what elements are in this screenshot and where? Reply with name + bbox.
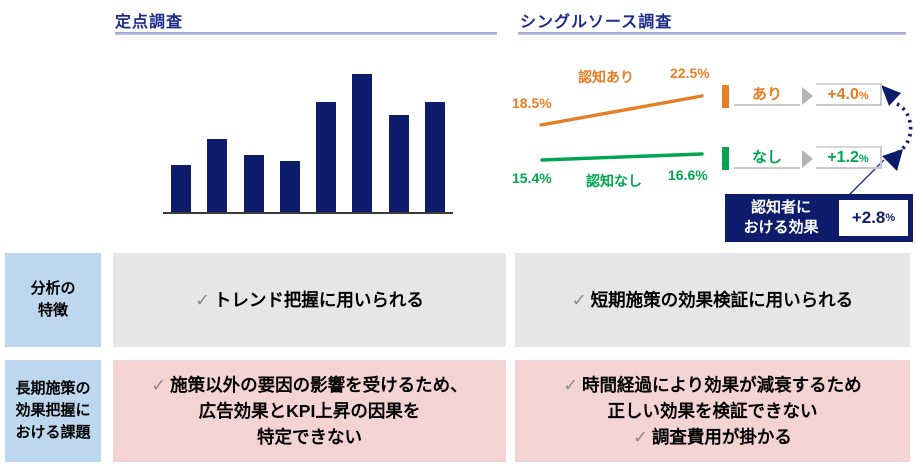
aware-start-value: 18.5% xyxy=(512,95,552,111)
row-label-line: 特徴 xyxy=(37,302,68,319)
aware-tick-marker xyxy=(722,85,729,108)
trend-bar xyxy=(424,102,445,212)
cell-line: ✓ 短期施策の効果検証に用いられる xyxy=(571,289,854,310)
effect-label-line2: おける効果 xyxy=(743,219,819,236)
aware-delta-value: +4.0 xyxy=(827,86,859,103)
panel-underline-left xyxy=(115,32,497,35)
trend-bar xyxy=(243,155,264,212)
unaware-series-label: 認知なし xyxy=(586,173,642,189)
trend-bar xyxy=(352,74,373,212)
unaware-delta-value: +1.2 xyxy=(827,149,859,166)
unaware-tick-marker xyxy=(722,147,729,170)
unaware-end-value: 16.6% xyxy=(668,167,708,183)
cell-line: 広告効果とKPI上昇の因果を xyxy=(198,400,421,421)
panel-underline-right xyxy=(518,32,906,35)
check-icon: ✓ xyxy=(563,374,578,395)
aware-delta-box: +4.0% xyxy=(816,83,882,106)
arc-arrowhead-top xyxy=(881,85,901,106)
effect-value-unit: % xyxy=(885,212,896,224)
effect-value-box: +2.8% xyxy=(837,198,910,238)
effect-label-line1: 認知者に xyxy=(750,198,811,216)
effect-among-aware-box: 認知者に おける効果 +2.8% xyxy=(725,194,913,242)
cell-teiten-issues: ✓ 施策以外の要因の影響を受けるため、 広告効果とKPI上昇の因果を 特定できない xyxy=(113,360,506,462)
aware-series-label: 認知あり xyxy=(578,69,634,85)
row-label-longterm-issues: 長期施策の 効果把握に おける課題 xyxy=(5,360,101,462)
delta-comparison-dotted-arc xyxy=(896,102,913,154)
unaware-delta-box: +1.2% xyxy=(816,146,882,169)
aware-trend-line xyxy=(539,94,704,127)
row-label-line: 分析の xyxy=(30,280,76,298)
check-icon: ✓ xyxy=(151,374,167,395)
cell-single-source-features: ✓ 短期施策の効果検証に用いられる xyxy=(515,253,910,347)
cell-line: ✓ 施策以外の要因の影響を受けるため、 xyxy=(151,374,468,395)
check-icon: ✓ xyxy=(633,427,648,448)
unaware-start-value: 15.4% xyxy=(512,170,552,186)
aware-end-value: 22.5% xyxy=(670,65,710,81)
unaware-tag-box: なし xyxy=(734,148,800,169)
arc-arrowhead-bottom xyxy=(882,149,903,171)
aware-tag-box: あり xyxy=(734,85,800,106)
cell-line: ✓ トレンド把握に用いられる xyxy=(195,289,424,310)
trend-bar-chart xyxy=(163,74,453,214)
cell-single-source-issues: ✓ 時間経過により効果が減衰するため 正しい効果を検証できない ✓ 調査費用が掛かる xyxy=(515,360,910,462)
check-icon: ✓ xyxy=(195,289,210,310)
trend-bar xyxy=(388,115,409,212)
unaware-delta-unit: % xyxy=(858,153,869,165)
check-icon: ✓ xyxy=(571,289,587,310)
cell-teiten-features: ✓ トレンド把握に用いられる xyxy=(113,253,506,347)
row-label-line: 効果把握に xyxy=(15,402,91,420)
effect-value: +2.8 xyxy=(851,208,886,227)
cell-line: ✓ 時間経過により効果が減衰するため xyxy=(563,374,862,395)
row-label-line: おける課題 xyxy=(15,423,91,441)
row-label-line: 長期施策の xyxy=(15,380,91,398)
panel-title-teiten: 定点調査 xyxy=(115,14,184,31)
row-label-analysis-features: 分析の 特徴 xyxy=(5,253,101,347)
trend-bar xyxy=(207,139,228,212)
cell-line: 特定できない xyxy=(257,427,362,448)
panel-title-single-source: シングルソース調査 xyxy=(520,14,673,31)
effect-box-label: 認知者に おける効果 xyxy=(725,198,837,239)
aware-delta-unit: % xyxy=(858,90,869,102)
trend-bar xyxy=(279,161,300,212)
trend-bar xyxy=(316,102,337,212)
unaware-trend-line xyxy=(540,152,704,162)
chevron-right-icon xyxy=(802,87,813,105)
chevron-right-icon xyxy=(802,150,813,168)
cell-line: 正しい効果を検証できない xyxy=(607,400,818,421)
cell-line: ✓ 調査費用が掛かる xyxy=(633,427,792,448)
trend-bar xyxy=(171,165,191,212)
